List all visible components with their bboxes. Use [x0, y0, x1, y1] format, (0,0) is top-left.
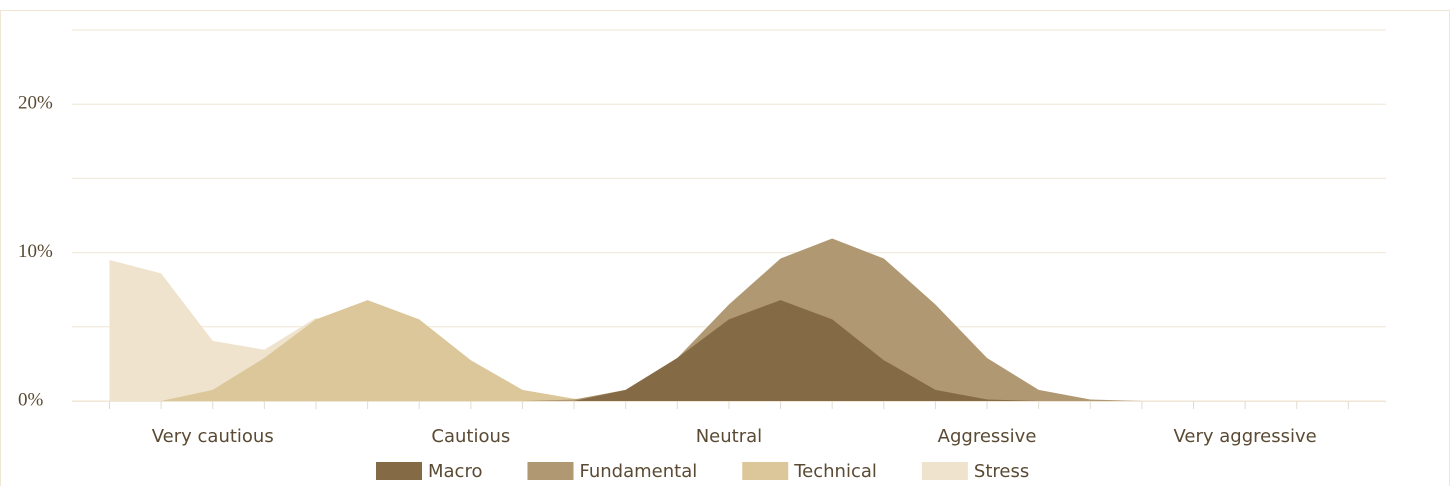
y-tick-label: 0% [18, 389, 44, 410]
area [109, 300, 1349, 401]
x-tick-label: Cautious [431, 426, 510, 447]
frame [0, 10, 1450, 486]
x-tick-label: Neutral [696, 426, 762, 447]
legend-label: Stress [974, 461, 1029, 482]
legend-swatch [376, 462, 422, 480]
x-tick-label: Very cautious [152, 426, 274, 447]
legend-label: Fundamental [579, 461, 697, 482]
legend-swatch [742, 462, 789, 480]
legend-label: Technical [793, 461, 877, 482]
legend-swatch [921, 462, 968, 480]
legend-label: Macro [428, 461, 482, 482]
x-tick-label: Very aggressive [1174, 426, 1317, 447]
legend-swatch [527, 462, 574, 480]
y-tick-label: 10% [18, 241, 53, 262]
y-tick-label: 20% [18, 93, 53, 114]
x-tick-label: Aggressive [938, 426, 1037, 447]
area [109, 300, 1349, 401]
